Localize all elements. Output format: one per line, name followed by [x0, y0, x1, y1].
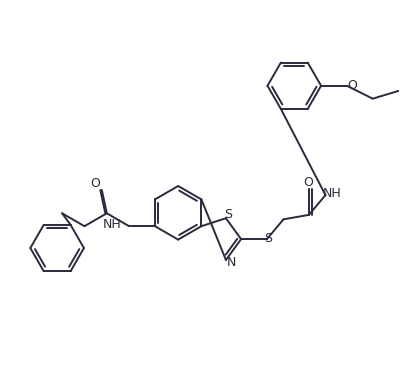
Text: N: N: [227, 257, 236, 269]
Text: O: O: [347, 79, 357, 92]
Text: S: S: [224, 208, 232, 221]
Text: S: S: [264, 232, 272, 245]
Text: NH: NH: [323, 186, 342, 200]
Text: O: O: [90, 177, 100, 189]
Text: NH: NH: [102, 218, 121, 231]
Text: O: O: [303, 176, 313, 189]
